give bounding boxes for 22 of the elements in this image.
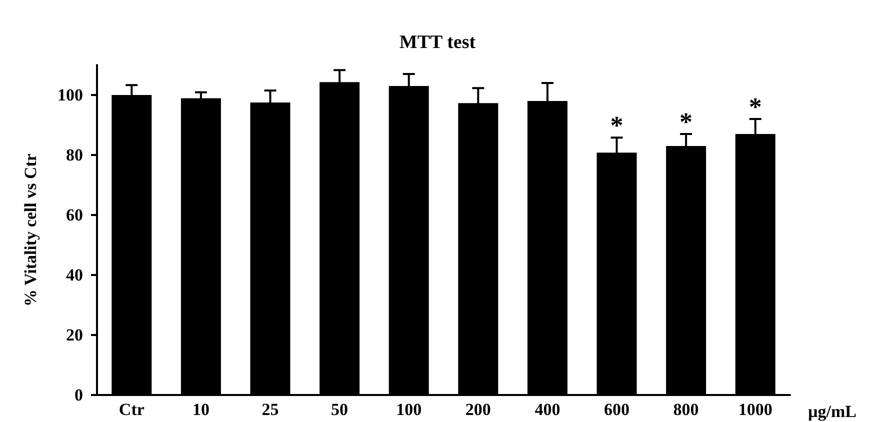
- y-tick-label: 80: [66, 146, 83, 164]
- x-tick-label: 100: [396, 400, 422, 419]
- annotation: *: [748, 92, 762, 122]
- x-tick-label: 800: [673, 400, 699, 419]
- chart-title: MTT test: [399, 32, 476, 53]
- x-tick-label: Ctr: [118, 400, 145, 419]
- x-tick-label: 25: [262, 400, 279, 419]
- x-tick-label: 10: [192, 400, 210, 419]
- y-tick-label: 40: [66, 266, 83, 284]
- annotation: *: [610, 111, 624, 140]
- x-tick-label: 200: [465, 400, 491, 419]
- x-tick-label: 600: [604, 400, 630, 419]
- y-tick-label: 100: [58, 86, 83, 104]
- annotation: *: [680, 108, 693, 136]
- x-tick-label: 50: [331, 400, 348, 419]
- y-tick-label: 0: [74, 386, 83, 404]
- y-tick-label: 60: [66, 206, 83, 224]
- y-tick-label: 20: [66, 326, 83, 344]
- y-axis-title: % Vitality cell vs Ctr: [21, 153, 40, 306]
- x-axis-title: µg/mL: [808, 402, 857, 421]
- x-tick-label: 1000: [738, 400, 772, 419]
- x-tick-label: 400: [534, 400, 560, 419]
